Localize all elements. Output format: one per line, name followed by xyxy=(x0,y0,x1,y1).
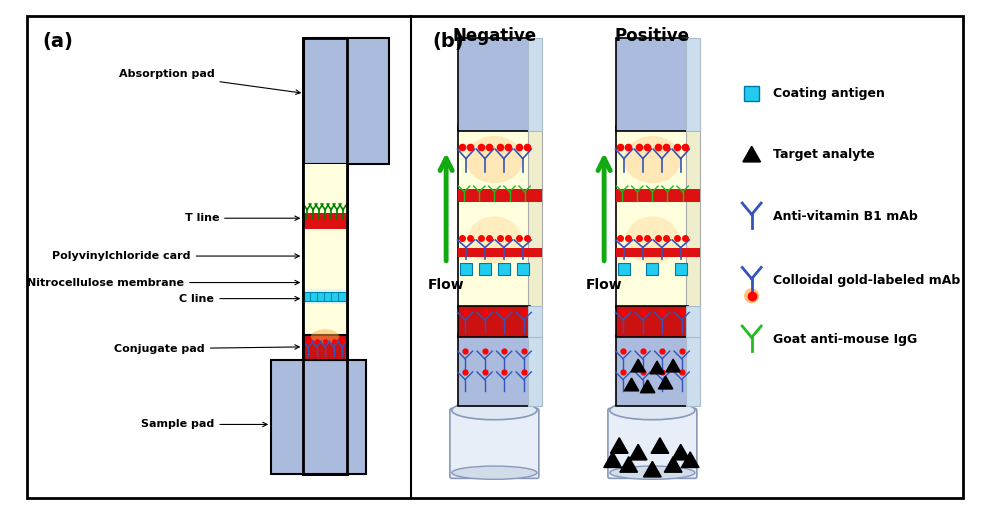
Bar xyxy=(303,213,347,229)
Bar xyxy=(686,335,700,406)
Ellipse shape xyxy=(452,466,537,480)
Bar xyxy=(528,335,541,406)
Bar xyxy=(528,126,541,308)
Ellipse shape xyxy=(468,216,521,264)
Ellipse shape xyxy=(610,401,695,420)
Bar xyxy=(686,189,700,202)
Text: T line: T line xyxy=(185,213,299,223)
Bar xyxy=(303,164,347,347)
Text: Anti-vitamin B1 mAb: Anti-vitamin B1 mAb xyxy=(773,210,918,223)
FancyBboxPatch shape xyxy=(450,408,539,479)
Ellipse shape xyxy=(452,401,537,420)
Polygon shape xyxy=(743,146,761,162)
Text: Conjugate pad: Conjugate pad xyxy=(114,344,299,354)
Ellipse shape xyxy=(744,288,760,303)
Bar xyxy=(303,335,347,360)
Text: Negative: Negative xyxy=(453,27,536,45)
Polygon shape xyxy=(658,376,673,389)
Polygon shape xyxy=(681,452,699,468)
Bar xyxy=(303,39,347,473)
Polygon shape xyxy=(611,438,629,453)
Bar xyxy=(617,248,688,257)
Bar xyxy=(304,39,389,164)
Polygon shape xyxy=(640,380,654,393)
Bar xyxy=(617,189,688,202)
Text: Nitrocellulose membrane: Nitrocellulose membrane xyxy=(27,278,299,287)
Bar xyxy=(528,306,541,337)
Bar xyxy=(686,248,700,257)
Text: Sample pad: Sample pad xyxy=(141,419,267,429)
Polygon shape xyxy=(625,378,638,391)
Bar xyxy=(617,306,688,337)
Polygon shape xyxy=(651,438,668,453)
Bar xyxy=(617,126,688,308)
Bar xyxy=(459,189,530,202)
Bar xyxy=(459,335,530,406)
Polygon shape xyxy=(630,444,647,460)
Polygon shape xyxy=(604,452,622,468)
Bar xyxy=(303,39,347,473)
Text: Polyvinylchloride card: Polyvinylchloride card xyxy=(53,251,299,261)
Ellipse shape xyxy=(626,216,679,264)
Ellipse shape xyxy=(311,329,340,343)
Bar xyxy=(459,126,530,308)
Bar xyxy=(617,335,688,406)
Bar xyxy=(686,39,700,131)
Bar xyxy=(459,39,530,131)
Text: Flow: Flow xyxy=(586,278,623,292)
Bar xyxy=(686,126,700,308)
Text: (b): (b) xyxy=(432,32,464,51)
Bar xyxy=(528,39,541,131)
Text: Goat anti-mouse IgG: Goat anti-mouse IgG xyxy=(773,333,917,346)
Ellipse shape xyxy=(624,136,681,183)
Bar xyxy=(617,39,688,131)
Text: Positive: Positive xyxy=(615,27,690,45)
Text: Coating antigen: Coating antigen xyxy=(773,87,885,100)
Text: (a): (a) xyxy=(42,32,73,51)
Bar xyxy=(528,189,541,202)
Bar xyxy=(528,248,541,257)
Bar xyxy=(459,248,530,257)
Polygon shape xyxy=(649,361,664,374)
Text: Target analyte: Target analyte xyxy=(773,149,874,161)
Ellipse shape xyxy=(610,466,695,480)
Polygon shape xyxy=(643,462,661,477)
Bar xyxy=(459,306,530,337)
Polygon shape xyxy=(666,359,680,372)
Text: Absorption pad: Absorption pad xyxy=(118,69,300,95)
Bar xyxy=(686,306,700,337)
Bar xyxy=(303,289,347,304)
Polygon shape xyxy=(672,444,689,460)
Text: Colloidal gold-labeled mAb: Colloidal gold-labeled mAb xyxy=(773,274,960,287)
Bar xyxy=(271,360,365,473)
Text: C line: C line xyxy=(180,293,299,304)
Polygon shape xyxy=(631,359,645,372)
Polygon shape xyxy=(664,456,682,472)
FancyBboxPatch shape xyxy=(608,408,697,479)
Ellipse shape xyxy=(466,136,523,183)
Text: Flow: Flow xyxy=(428,278,465,292)
Polygon shape xyxy=(620,456,638,472)
